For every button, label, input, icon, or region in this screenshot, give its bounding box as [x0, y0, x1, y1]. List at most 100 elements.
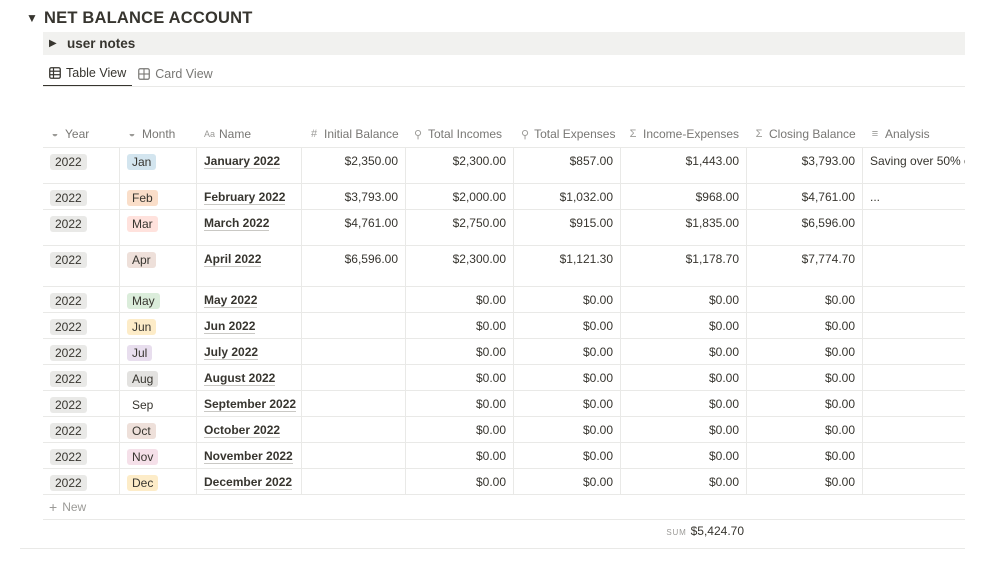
table-row[interactable]: 2022 Nov November 2022 $0.00 $0.00 $0.00 $0.00: [43, 443, 965, 469]
row-title[interactable]: February 2022: [204, 190, 286, 205]
collapse-toggle-icon[interactable]: ▼: [26, 11, 38, 25]
cell-income-expenses[interactable]: $0.00: [621, 313, 747, 338]
cell-income-expenses[interactable]: $0.00: [621, 287, 747, 312]
cell-year[interactable]: 2022: [43, 391, 120, 416]
cell-income-expenses[interactable]: $0.00: [621, 339, 747, 364]
cell-name[interactable]: Jun 2022: [197, 313, 302, 338]
cell-closing-balance[interactable]: $0.00: [747, 339, 863, 364]
row-title[interactable]: January 2022: [204, 154, 281, 169]
cell-name[interactable]: January 2022: [197, 148, 302, 183]
column-header-year[interactable]: ◒ Year: [43, 121, 120, 147]
tab-table-view[interactable]: Table View: [43, 60, 133, 87]
cell-analysis[interactable]: [863, 469, 965, 494]
cell-total-incomes[interactable]: $2,000.00: [406, 184, 514, 209]
cell-name[interactable]: September 2022: [197, 391, 302, 416]
cell-year[interactable]: 2022: [43, 469, 120, 494]
cell-initial-balance[interactable]: [302, 391, 406, 416]
cell-month[interactable]: Aug: [120, 365, 197, 390]
column-header-month[interactable]: ◒ Month: [120, 121, 197, 147]
cell-year[interactable]: 2022: [43, 365, 120, 390]
cell-year[interactable]: 2022: [43, 417, 120, 442]
column-header-initial-balance[interactable]: # Initial Balance: [302, 121, 406, 147]
cell-initial-balance[interactable]: $2,350.00: [302, 148, 406, 183]
table-row[interactable]: 2022 Oct October 2022 $0.00 $0.00 $0.00 $0.00: [43, 417, 965, 443]
cell-closing-balance[interactable]: $0.00: [747, 365, 863, 390]
cell-analysis[interactable]: [863, 287, 965, 312]
cell-total-expenses[interactable]: $0.00: [514, 443, 621, 468]
cell-total-incomes[interactable]: $2,300.00: [406, 246, 514, 286]
cell-month[interactable]: May: [120, 287, 197, 312]
cell-total-incomes[interactable]: $0.00: [406, 417, 514, 442]
cell-income-expenses[interactable]: $0.00: [621, 469, 747, 494]
cell-analysis[interactable]: [863, 246, 965, 286]
row-title[interactable]: May 2022: [204, 293, 258, 308]
cell-year[interactable]: 2022: [43, 287, 120, 312]
cell-name[interactable]: December 2022: [197, 469, 302, 494]
table-row[interactable]: 2022 Dec December 2022 $0.00 $0.00 $0.00 $0.00: [43, 469, 965, 495]
column-header-analysis[interactable]: ≡ Analysis: [863, 121, 965, 147]
cell-month[interactable]: Oct: [120, 417, 197, 442]
cell-total-expenses[interactable]: $0.00: [514, 469, 621, 494]
row-title[interactable]: July 2022: [204, 345, 259, 360]
row-title[interactable]: Jun 2022: [204, 319, 256, 334]
table-row[interactable]: 2022 Mar March 2022 $4,761.00 $2,750.00 $915.…: [43, 210, 965, 246]
cell-total-expenses[interactable]: $1,121.30: [514, 246, 621, 286]
cell-initial-balance[interactable]: $3,793.00: [302, 184, 406, 209]
row-title[interactable]: November 2022: [204, 449, 293, 464]
cell-year[interactable]: 2022: [43, 313, 120, 338]
cell-initial-balance[interactable]: [302, 443, 406, 468]
cell-total-expenses[interactable]: $0.00: [514, 391, 621, 416]
cell-total-incomes[interactable]: $2,750.00: [406, 210, 514, 245]
cell-month[interactable]: Apr: [120, 246, 197, 286]
row-title[interactable]: March 2022: [204, 216, 270, 231]
table-row[interactable]: 2022 Sep September 2022 $0.00 $0.00 $0.00 $0.0…: [43, 391, 965, 417]
table-row[interactable]: 2022 May May 2022 $0.00 $0.00 $0.00 $0.00: [43, 287, 965, 313]
cell-total-incomes[interactable]: $0.00: [406, 443, 514, 468]
cell-closing-balance[interactable]: $7,774.70: [747, 246, 863, 286]
cell-income-expenses[interactable]: $968.00: [621, 184, 747, 209]
cell-analysis[interactable]: [863, 313, 965, 338]
cell-closing-balance[interactable]: $0.00: [747, 391, 863, 416]
cell-name[interactable]: April 2022: [197, 246, 302, 286]
cell-closing-balance[interactable]: $6,596.00: [747, 210, 863, 245]
cell-initial-balance[interactable]: [302, 417, 406, 442]
cell-total-expenses[interactable]: $1,032.00: [514, 184, 621, 209]
cell-total-expenses[interactable]: $0.00: [514, 287, 621, 312]
cell-income-expenses[interactable]: $0.00: [621, 417, 747, 442]
cell-income-expenses[interactable]: $1,443.00: [621, 148, 747, 183]
cell-name[interactable]: November 2022: [197, 443, 302, 468]
table-row[interactable]: 2022 Jan January 2022 $2,350.00 $2,300.00 $85…: [43, 148, 965, 184]
cell-total-incomes[interactable]: $0.00: [406, 313, 514, 338]
cell-income-expenses[interactable]: $0.00: [621, 391, 747, 416]
column-header-total-incomes[interactable]: ⚲ Total Incomes: [406, 121, 514, 147]
cell-closing-balance[interactable]: $4,761.00: [747, 184, 863, 209]
cell-name[interactable]: July 2022: [197, 339, 302, 364]
cell-total-incomes[interactable]: $0.00: [406, 391, 514, 416]
cell-year[interactable]: 2022: [43, 184, 120, 209]
cell-income-expenses[interactable]: $1,835.00: [621, 210, 747, 245]
row-title[interactable]: August 2022: [204, 371, 276, 386]
table-row[interactable]: 2022 Jul July 2022 $0.00 $0.00 $0.00 $0.00: [43, 339, 965, 365]
cell-name[interactable]: October 2022: [197, 417, 302, 442]
cell-closing-balance[interactable]: $0.00: [747, 287, 863, 312]
cell-year[interactable]: 2022: [43, 339, 120, 364]
cell-initial-balance[interactable]: [302, 287, 406, 312]
column-header-closing-balance[interactable]: Σ Closing Balance: [747, 121, 863, 147]
cell-total-expenses[interactable]: $0.00: [514, 417, 621, 442]
cell-closing-balance[interactable]: $0.00: [747, 313, 863, 338]
cell-month[interactable]: Feb: [120, 184, 197, 209]
user-notes-toggle-block[interactable]: ▶ user notes: [43, 32, 965, 55]
tab-card-view[interactable]: Card View: [132, 60, 218, 87]
cell-analysis[interactable]: ...: [863, 184, 965, 209]
cell-year[interactable]: 2022: [43, 443, 120, 468]
cell-year[interactable]: 2022: [43, 148, 120, 183]
cell-month[interactable]: Nov: [120, 443, 197, 468]
cell-month[interactable]: Jan: [120, 148, 197, 183]
cell-analysis[interactable]: [863, 391, 965, 416]
cell-total-incomes[interactable]: $2,300.00: [406, 148, 514, 183]
cell-total-incomes[interactable]: $0.00: [406, 469, 514, 494]
cell-initial-balance[interactable]: $6,596.00: [302, 246, 406, 286]
cell-analysis[interactable]: Saving over 50% o: [863, 148, 965, 183]
cell-closing-balance[interactable]: $0.00: [747, 469, 863, 494]
cell-total-expenses[interactable]: $857.00: [514, 148, 621, 183]
